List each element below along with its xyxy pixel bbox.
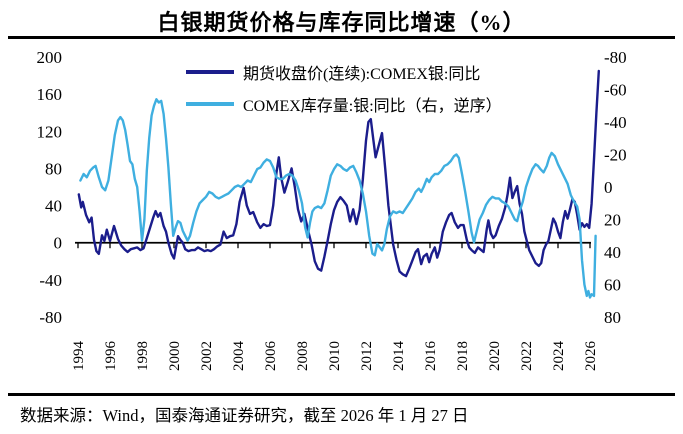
x-axis-tick-label: 2002 — [199, 341, 215, 371]
x-axis-tick-label: 2000 — [167, 341, 183, 371]
left-axis-tick-label: 80 — [45, 159, 62, 178]
x-axis-tick-label: 2022 — [519, 341, 535, 371]
x-axis-tick-label: 2020 — [487, 341, 503, 371]
x-axis-tick-label: 2010 — [327, 341, 343, 371]
footer-divider-line — [8, 393, 675, 396]
legend-item-inventory: COMEX库存量:银:同比（右，逆序） — [186, 88, 502, 120]
right-axis-tick-label: -20 — [604, 146, 627, 165]
left-axis-tick-label: 0 — [54, 234, 63, 253]
left-axis-tick-label: 160 — [37, 85, 63, 104]
series-line-1 — [79, 98, 597, 299]
legend-item-futures-price: 期货收盘价(连续):COMEX银:同比 — [186, 56, 502, 88]
legend-label-futures-price: 期货收盘价(连续):COMEX银:同比 — [243, 66, 481, 83]
source-note: 数据来源：Wind，国泰海通证券研究，截至 2026 年 1 月 27 日 — [20, 406, 469, 425]
legend: 期货收盘价(连续):COMEX银:同比 COMEX库存量:银:同比（右，逆序） — [186, 56, 502, 120]
x-axis-tick-label: 2024 — [551, 341, 567, 372]
x-axis-tick-label: 2006 — [263, 341, 279, 372]
legend-label-inventory: COMEX库存量:银:同比（右，逆序） — [243, 98, 502, 115]
right-axis-tick-label: -40 — [604, 113, 627, 132]
left-axis-tick-label: -40 — [39, 271, 62, 290]
x-axis-tick-label: 1998 — [135, 341, 151, 371]
x-axis-tick-label: 2014 — [391, 341, 407, 372]
left-axis-tick-label: -80 — [39, 308, 62, 327]
right-axis-tick-label: 60 — [604, 276, 621, 295]
x-axis-tick-label: 2008 — [295, 341, 311, 371]
left-axis-tick-label: 40 — [45, 197, 62, 216]
x-axis-tick-label: 2012 — [359, 341, 375, 371]
legend-line-swatch-navy — [186, 70, 234, 74]
right-axis-tick-label: 80 — [604, 308, 621, 327]
x-axis-tick-label: 1996 — [103, 341, 119, 372]
right-axis-tick-label: 20 — [604, 211, 621, 230]
title-divider-line — [8, 36, 675, 39]
right-axis-tick-label: -80 — [604, 48, 627, 67]
x-axis-tick-label: 1994 — [71, 341, 87, 372]
chart-title: 白银期货价格与库存同比增速（%） — [157, 10, 526, 35]
x-axis-tick-label: 2016 — [423, 341, 439, 372]
right-axis-tick-label: 40 — [604, 243, 621, 262]
left-axis-tick-label: 200 — [37, 48, 63, 67]
x-axis-tick-label: 2026 — [583, 341, 599, 372]
legend-line-swatch-lightblue — [186, 102, 234, 106]
x-axis-tick-label: 2018 — [455, 341, 471, 371]
right-axis-tick-label: 0 — [604, 178, 613, 197]
x-axis-tick-label: 2004 — [231, 341, 247, 372]
left-axis-tick-label: 120 — [37, 122, 63, 141]
right-axis-tick-label: -60 — [604, 81, 627, 100]
